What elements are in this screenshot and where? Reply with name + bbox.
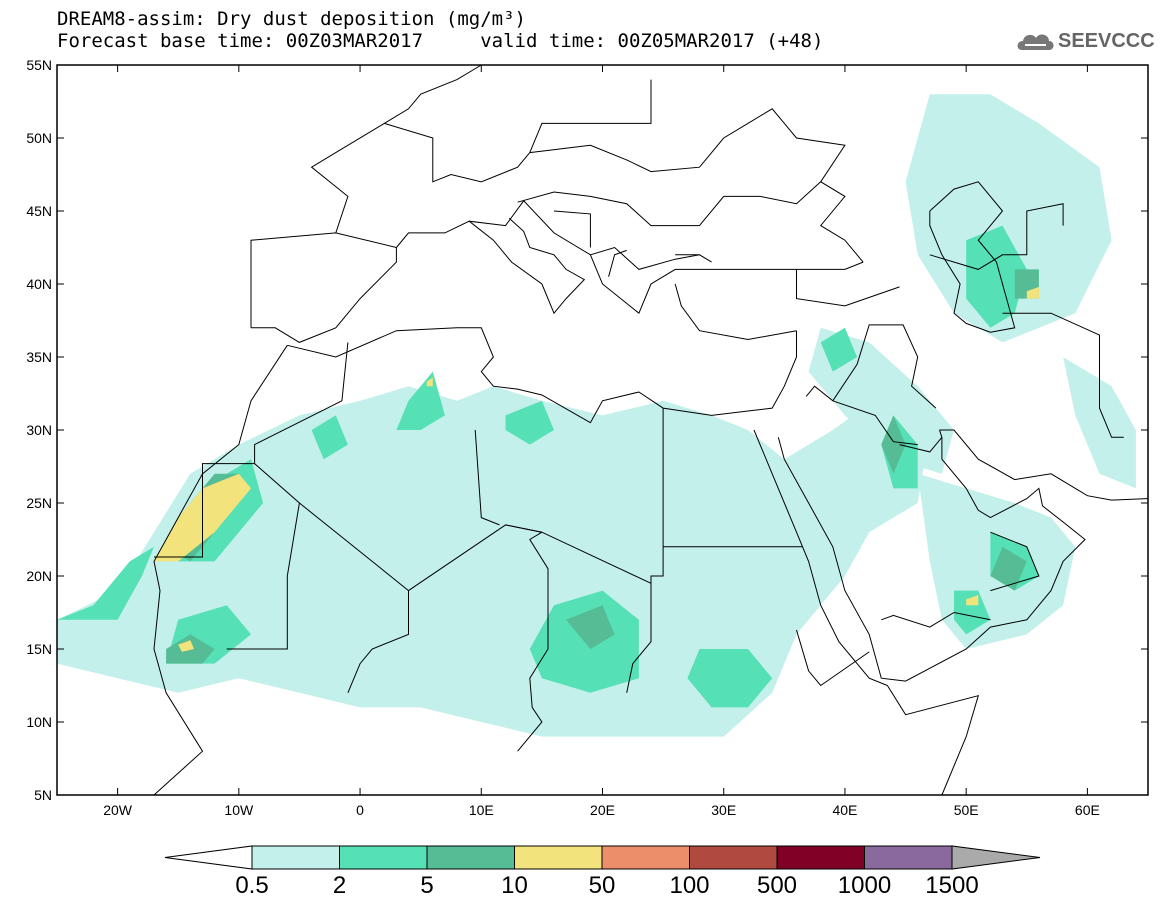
logo-text: SEEVCCC	[1058, 30, 1155, 52]
lat-tick-label: 30N	[26, 422, 52, 438]
dust-area-27	[966, 595, 979, 606]
dust-area-26	[1026, 286, 1039, 299]
coast-border-line-38	[553, 210, 591, 248]
coast-border-line-27	[899, 436, 943, 453]
coast-border-line-34	[517, 191, 700, 227]
coast-border-line-1	[250, 232, 397, 343]
coast-border-line-3	[396, 200, 864, 315]
coast-border-line-10	[939, 429, 1149, 501]
coast-border-line-33	[384, 108, 846, 183]
coast-border-line-11	[929, 181, 1016, 333]
lat-tick-label: 35N	[26, 349, 52, 365]
colorbar-segment	[864, 845, 953, 870]
coast-border-line-12	[886, 685, 980, 796]
lon-tick-label: 30E	[711, 802, 736, 818]
coast-border-line-18	[474, 429, 500, 526]
lat-tick-label: 10N	[26, 714, 52, 730]
coastlines-and-borders	[153, 64, 1149, 796]
lon-tick-label: 40E	[832, 802, 857, 818]
coast-border-line-2	[310, 64, 482, 234]
coast-border-line-6	[674, 283, 797, 341]
coast-border-line-24	[796, 629, 870, 687]
lon-tick-label: 50E	[954, 802, 979, 818]
lon-tick-label: 10E	[469, 802, 494, 818]
coast-border-line-8	[753, 429, 888, 686]
dust-area-12	[954, 590, 991, 635]
dust-area-9	[687, 649, 773, 708]
coast-border-line-25	[805, 385, 918, 446]
lon-tick-label: 20E	[590, 802, 615, 818]
lat-tick-label: 40N	[26, 276, 52, 292]
dust-area-3	[905, 94, 1112, 343]
dust-area-17	[311, 415, 348, 460]
colorbar-segment	[776, 845, 865, 870]
lat-tick-label: 20N	[26, 568, 52, 584]
coast-border-line-22	[347, 590, 409, 693]
dust-area-4	[1063, 357, 1136, 489]
colorbar-segment	[426, 845, 515, 870]
lat-tick-label: 50N	[26, 130, 52, 146]
coast-border-line-21	[517, 531, 549, 752]
colorbar-label: 10	[501, 872, 528, 899]
forecast-times: Forecast base time: 00Z03MAR2017 valid t…	[57, 30, 824, 52]
lat-tick-label: 25N	[26, 495, 52, 511]
coast-border-line-31	[1002, 312, 1124, 438]
lat-tick-label: 15N	[26, 641, 52, 657]
lat-tick-label: 45N	[26, 203, 52, 219]
coast-border-line-9	[777, 429, 1086, 682]
coast-border-line-4	[468, 217, 586, 315]
colorbar-label: 5	[420, 872, 433, 899]
colorbar-segment	[514, 845, 603, 870]
colorbar-segment	[339, 845, 428, 870]
coast-border-line-36	[590, 246, 700, 270]
coast-border-line-26	[832, 324, 937, 409]
coast-border-line-30	[929, 203, 1064, 270]
coast-border-line-16	[254, 342, 349, 464]
colorbar-label: 0.5	[235, 872, 268, 899]
dust-area-16	[505, 400, 554, 445]
coast-border-line-5	[287, 327, 797, 424]
colorbar: 0.5 2 5 10 50 100 500 1000 1500	[164, 845, 1041, 899]
axis-ticks: 55N 50N 45N 40N 35N 30N 25N 20N 15N 10N 5N 20W 10W 0 1…	[26, 57, 1148, 818]
coast-border-line-37	[608, 249, 627, 277]
lat-tick-label: 5N	[34, 787, 52, 803]
dust-area-19	[566, 605, 615, 649]
dust-deposition-layer	[57, 94, 1136, 737]
coast-border-line-14	[154, 463, 255, 558]
dust-area-21	[990, 546, 1027, 591]
coast-border-line-35	[529, 79, 652, 153]
lat-tick-label: 55N	[26, 57, 52, 73]
colorbar-segment	[689, 845, 778, 870]
dust-area-15	[966, 225, 1027, 328]
colorbar-label: 1000	[838, 872, 891, 899]
cloud-icon	[1017, 34, 1054, 50]
colorbar-label: 1500	[925, 872, 978, 899]
colorbar-label: 50	[589, 872, 616, 899]
coast-border-line-23	[505, 524, 652, 584]
chart-title: DREAM8-assim: Dry dust deposition (mg/m³…	[57, 8, 526, 30]
colorbar-segment	[601, 845, 690, 870]
colorbar-label: 2	[333, 872, 346, 899]
lon-tick-label: 10W	[224, 802, 254, 818]
dust-area-5	[57, 546, 154, 620]
lon-tick-label: 20W	[103, 802, 133, 818]
coast-border-line-15	[226, 463, 300, 650]
dust-area-28	[426, 377, 433, 387]
dust-area-20	[881, 415, 906, 474]
coast-border-line-7	[699, 181, 864, 263]
colorbar-label: 100	[669, 872, 709, 899]
coast-border-line-32	[796, 269, 900, 307]
dust-area-14	[820, 327, 858, 372]
colorbar-over-arrow	[951, 845, 1041, 870]
colorbar-segment	[251, 845, 340, 870]
dust-area-25	[178, 640, 194, 652]
colorbar-label: 500	[757, 872, 797, 899]
coast-border-line-0	[153, 345, 288, 796]
coast-border-line-29	[881, 611, 991, 628]
coast-border-line-28	[990, 531, 1040, 592]
lon-tick-label: 0	[356, 802, 364, 818]
lon-tick-label: 60E	[1075, 802, 1100, 818]
colorbar-under-arrow	[164, 845, 253, 870]
